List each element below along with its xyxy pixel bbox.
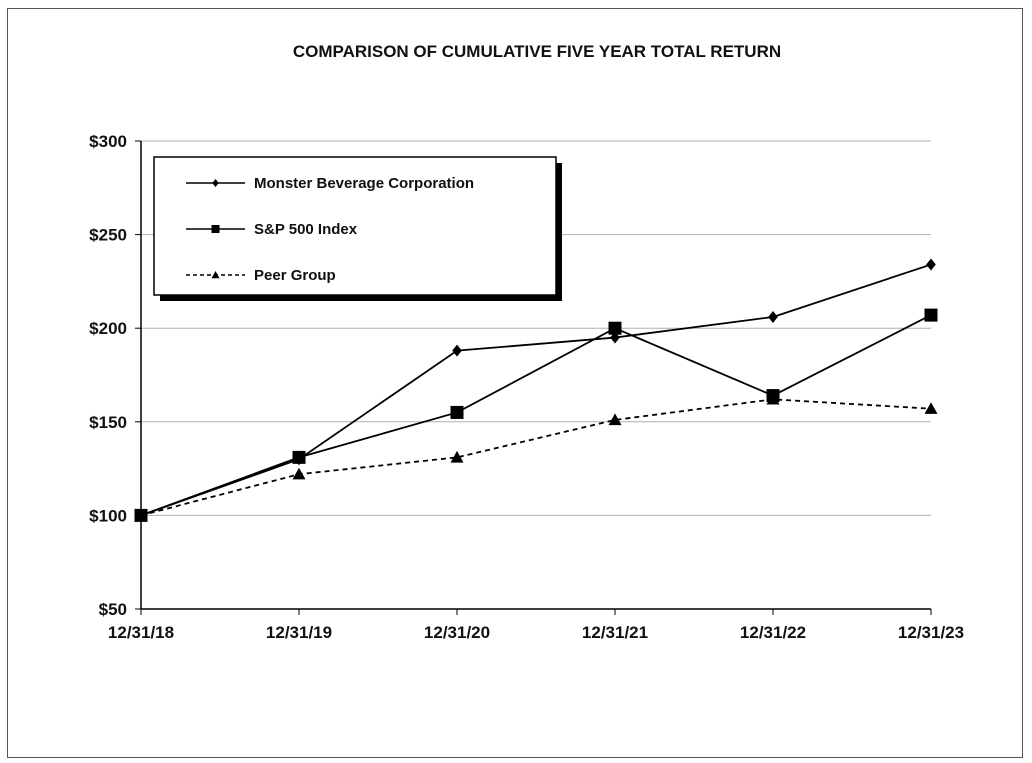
series-line: [140, 314, 932, 517]
square-marker: [211, 225, 220, 233]
legend-box: [153, 156, 557, 296]
triangle-marker: [211, 271, 220, 279]
legend-label: Peer Group: [254, 267, 336, 284]
diamond-marker: [926, 258, 936, 271]
axes: [135, 140, 932, 615]
square-marker: [608, 321, 622, 335]
series-line: [140, 398, 932, 517]
series-lines: [134, 258, 938, 522]
x-tick-label: 12/31/22: [740, 623, 806, 642]
diamond-marker: [768, 310, 778, 323]
series-s-p-500-index: [134, 308, 938, 522]
square-marker: [450, 405, 464, 419]
diamond-marker: [452, 344, 462, 357]
x-tick-label: 12/31/21: [582, 623, 648, 642]
legend: Monster Beverage Corporation S&P 500 Inde…: [153, 156, 562, 301]
x-tick-label: 12/31/20: [424, 623, 490, 642]
legend-item: S&P 500 Index: [186, 221, 358, 238]
x-axis-labels: 12/31/18 12/31/19 12/31/20 12/31/21 12/31/22…: [108, 623, 964, 642]
y-tick-label: $300: [89, 132, 127, 151]
legend-label: S&P 500 Index: [254, 221, 358, 238]
y-tick-label: $250: [89, 226, 127, 245]
legend-item: Peer Group: [186, 267, 336, 284]
series-line: [140, 263, 932, 517]
series-peer-group: [134, 392, 938, 521]
x-tick-label: 12/31/23: [898, 623, 964, 642]
y-tick-label: $200: [89, 319, 127, 338]
legend-label: Monster Beverage Corporation: [254, 175, 474, 192]
x-tick-label: 12/31/18: [108, 623, 174, 642]
square-marker: [924, 308, 938, 322]
legend-item: Monster Beverage Corporation: [186, 175, 474, 192]
y-tick-label: $50: [99, 600, 127, 619]
x-tick-label: 12/31/19: [266, 623, 332, 642]
square-marker: [292, 450, 306, 464]
triangle-marker: [450, 450, 464, 463]
chart-frame: [7, 8, 1023, 758]
diamond-marker: [212, 179, 219, 187]
triangle-marker: [924, 402, 938, 414]
y-tick-label: $100: [89, 506, 127, 525]
triangle-marker: [608, 413, 622, 426]
triangle-marker: [292, 467, 306, 480]
triangle-marker: [766, 392, 780, 405]
chart-title: COMPARISON OF CUMULATIVE FIVE YEAR TOTAL…: [293, 42, 781, 61]
y-axis-labels: $50 $100 $150 $200 $250 $300: [89, 132, 127, 619]
diamond-marker: [610, 331, 620, 344]
triangle-marker: [134, 508, 148, 521]
y-tick-label: $150: [89, 413, 127, 432]
